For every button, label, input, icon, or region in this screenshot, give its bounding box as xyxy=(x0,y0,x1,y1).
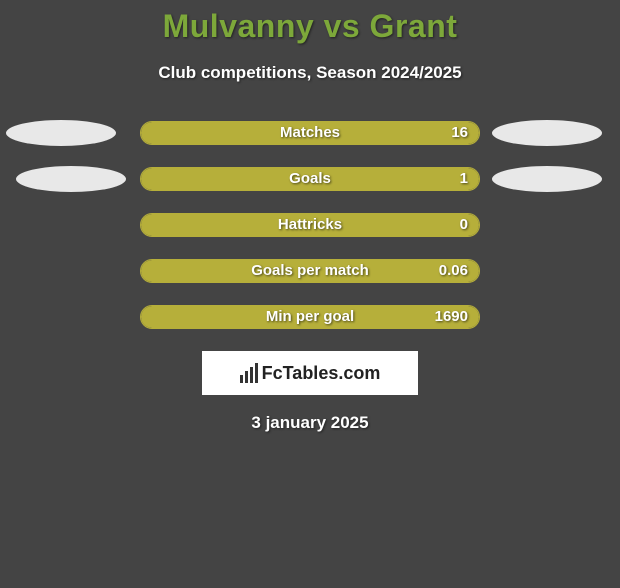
logo-text: FcTables.com xyxy=(262,363,381,384)
stat-value-right: 0 xyxy=(460,213,468,237)
stat-value-right: 1690 xyxy=(435,305,468,329)
stat-label: Hattricks xyxy=(140,213,480,237)
player-left-marker xyxy=(16,166,126,192)
stat-row: Matches16 xyxy=(0,121,620,145)
stat-label: Matches xyxy=(140,121,480,145)
stat-row: Goals per match0.06 xyxy=(0,259,620,283)
stat-row: Goals1 xyxy=(0,167,620,191)
stat-value-right: 1 xyxy=(460,167,468,191)
source-logo: FcTables.com xyxy=(202,351,418,395)
stat-value-right: 0.06 xyxy=(439,259,468,283)
stat-label: Goals per match xyxy=(140,259,480,283)
stats-chart: Matches16 Goals1 Hattricks0 Goals per match… xyxy=(0,121,620,329)
logo-bars-icon xyxy=(240,363,258,383)
stat-label: Min per goal xyxy=(140,305,480,329)
logo-content: FcTables.com xyxy=(240,363,381,384)
date-label: 3 january 2025 xyxy=(0,413,620,433)
comparison-title: Mulvanny vs Grant xyxy=(0,8,620,45)
player-right-marker xyxy=(492,120,602,146)
comparison-subtitle: Club competitions, Season 2024/2025 xyxy=(0,63,620,83)
player-left-marker xyxy=(6,120,116,146)
stat-value-right: 16 xyxy=(451,121,468,145)
stat-row: Min per goal1690 xyxy=(0,305,620,329)
stat-row: Hattricks0 xyxy=(0,213,620,237)
player-right-marker xyxy=(492,166,602,192)
stat-label: Goals xyxy=(140,167,480,191)
